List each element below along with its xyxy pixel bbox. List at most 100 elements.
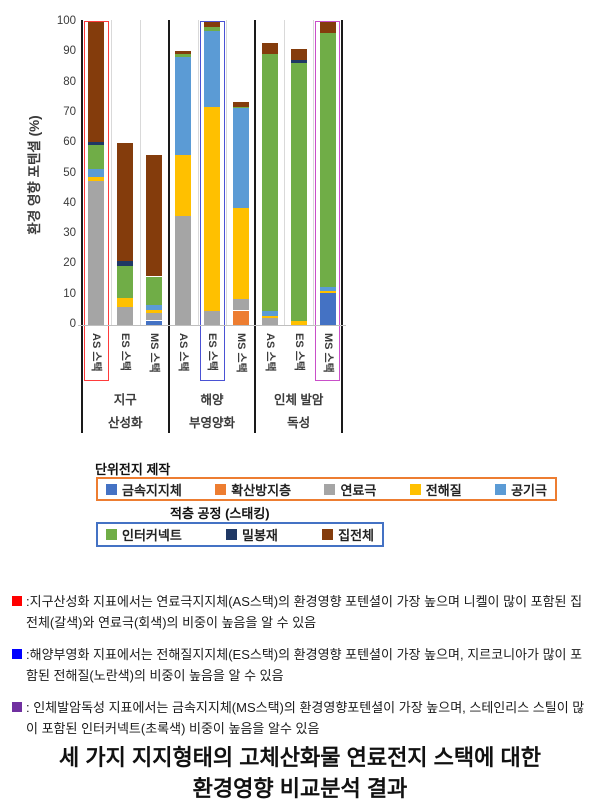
category-gridline	[197, 20, 199, 325]
x-axis-category-label: MS 스택	[234, 333, 247, 373]
bar-segment-interconnect	[319, 32, 336, 288]
bar-segment-fuel-electrode	[232, 299, 249, 311]
bar-segment-electrolyte	[319, 290, 336, 294]
legend-swatch-icon	[106, 483, 117, 495]
bar-segment-current-collector	[146, 155, 163, 277]
chart-area: 환경 영향 포텐셜 (%) 0 10 20 30 40 50 60 70 80 90 100 AS 스…	[27, 15, 346, 433]
legend-item-label: 집전체	[338, 528, 374, 543]
x-axis-category-label: ES 스택	[292, 333, 305, 371]
y-axis-tick-label: 80	[63, 75, 76, 88]
group-label: 부영양화	[188, 416, 235, 430]
legend-item: 밀봉재	[226, 525, 278, 544]
bar-segment-interconnect	[146, 276, 163, 306]
legend-swatch-icon	[324, 483, 336, 495]
bar-segment-fuel-electrode	[88, 181, 105, 325]
legend-swatch-icon	[495, 483, 507, 495]
x-axis-category-label: AS 스택	[177, 333, 190, 372]
bar-segment-air-electrode	[319, 287, 336, 291]
bar-segment-air-electrode	[88, 169, 105, 177]
bar-segment-interconnect	[261, 53, 278, 312]
y-axis-tick-label: 60	[63, 136, 76, 149]
legend-box-stacking: 인터커넥트 밀봉재 집전체	[96, 522, 384, 547]
group-separator-line	[341, 20, 343, 433]
bar-segment-interconnect	[204, 27, 220, 32]
legend-item-label: 금속지지체	[122, 482, 182, 498]
legend-item: 집전체	[322, 525, 374, 544]
y-axis-tick-label: 70	[63, 105, 76, 118]
legend-item: 전해질	[409, 480, 462, 499]
legend-swatch-icon	[215, 483, 227, 495]
bar-segment-air-electrode	[204, 31, 220, 107]
group-label: 독성	[287, 416, 311, 430]
bar-segment-electrolyte	[117, 297, 134, 307]
note-item: : 인체발암독성 지표에서는 금속지지체(MS스택)의 환경영향포텐셜이 가장 …	[12, 697, 590, 739]
note-item: :해양부영화 지표에서는 전해질지지체(ES스택)의 환경영향 포텐셜이 가장 …	[12, 644, 590, 686]
y-axis-tick-label: 40	[63, 196, 76, 209]
x-axis-line	[78, 325, 346, 326]
highlight-box	[199, 21, 225, 381]
note-marker-square-icon	[12, 649, 22, 659]
y-axis-title: 환경 영향 포텐셜 (%)	[27, 115, 42, 235]
note-text: :해양부영화 지표에서는 전해질지지체(ES스택)의 환경영향 포텐셜이 가장 …	[26, 647, 583, 683]
bar-segment-interconnect	[88, 144, 105, 169]
legend-item-label: 인터커넥트	[122, 528, 182, 543]
note-marker-square-icon	[12, 596, 22, 606]
legend-item-label: 전해질	[425, 482, 462, 498]
bar-segment-current-collector	[88, 22, 105, 142]
note-marker-square-icon	[12, 702, 22, 712]
bar-segment-sealant	[117, 261, 134, 266]
bar-segment-electrolyte	[204, 106, 220, 312]
bar-segment-current-collector	[117, 143, 134, 262]
legend-item-label: 밀봉재	[242, 528, 278, 543]
notes-list: :지구산성화 지표에서는 연료극지지체(AS스택)의 환경영향 포텐셜이 가장 …	[12, 591, 590, 750]
bar-segment-sealant	[88, 141, 105, 145]
highlight-box	[83, 21, 109, 381]
group-separator-line	[167, 20, 170, 433]
group-separator-line	[81, 20, 83, 433]
group-label: 지구	[113, 393, 137, 407]
bar-segment-electrolyte	[261, 315, 278, 319]
group-separator-line	[254, 20, 257, 433]
bar-segment-electrolyte	[88, 176, 105, 181]
legend-item: 연료극	[324, 480, 376, 499]
category-gridline	[110, 20, 112, 325]
bar-segment-fuel-electrode	[146, 312, 163, 321]
bar-segment-current-collector	[319, 22, 336, 33]
bar-segment-fuel-electrode	[117, 306, 134, 325]
bar-segment-current-collector	[232, 102, 249, 107]
y-axis-tick-label: 10	[63, 287, 76, 300]
legend-item: 확산방지층	[215, 480, 291, 499]
bar-segment-diffusion-barrier	[232, 310, 249, 325]
bar-segment-air-electrode	[146, 305, 163, 310]
legend-box-unit-cell: 금속지지체 확산방지층 연료극 전해질 공기극	[96, 477, 557, 501]
group-label: 인체 발암	[273, 393, 324, 407]
category-gridline	[226, 20, 228, 325]
y-axis-tick-label: 100	[56, 15, 76, 27]
bar-segment-fuel-electrode	[204, 311, 220, 325]
legend-item: 금속지지체	[106, 480, 182, 499]
x-axis-category-label: MS 스택	[148, 333, 161, 373]
bar-segment-current-collector	[175, 50, 192, 55]
note-item: :지구산성화 지표에서는 연료극지지체(AS스택)의 환경영향 포텐셜이 가장 …	[12, 591, 590, 633]
bar-segment-fuel-electrode	[261, 318, 278, 325]
bar-segment-interconnect	[175, 54, 192, 57]
bar-segment-interconnect	[117, 265, 134, 298]
y-axis-tick-label: 90	[63, 45, 76, 58]
bar-segment-interconnect	[232, 106, 249, 109]
bar-segment-metal-support	[319, 293, 336, 325]
legend-item: 공기극	[495, 480, 547, 499]
legend-item-label: 연료극	[340, 482, 377, 498]
bar-segment-sealant	[290, 59, 307, 63]
caption-line-1: 세 가지 지지형태의 고체산화물 연료전지 스택에 대한	[59, 745, 541, 770]
y-axis-tick-label: 30	[63, 227, 76, 240]
category-gridline	[139, 20, 141, 325]
bar-segment-current-collector	[261, 43, 278, 54]
legend-swatch-icon	[226, 529, 238, 540]
bar-segment-current-collector	[290, 49, 307, 60]
legend-title-unit-cell: 단위전지 제작	[95, 462, 171, 477]
x-axis-category-label: AS 스택	[263, 333, 276, 372]
legend-item-label: 공기극	[511, 482, 547, 498]
x-axis-category-label: ES 스택	[119, 333, 132, 371]
bar-segment-interconnect	[290, 62, 307, 322]
